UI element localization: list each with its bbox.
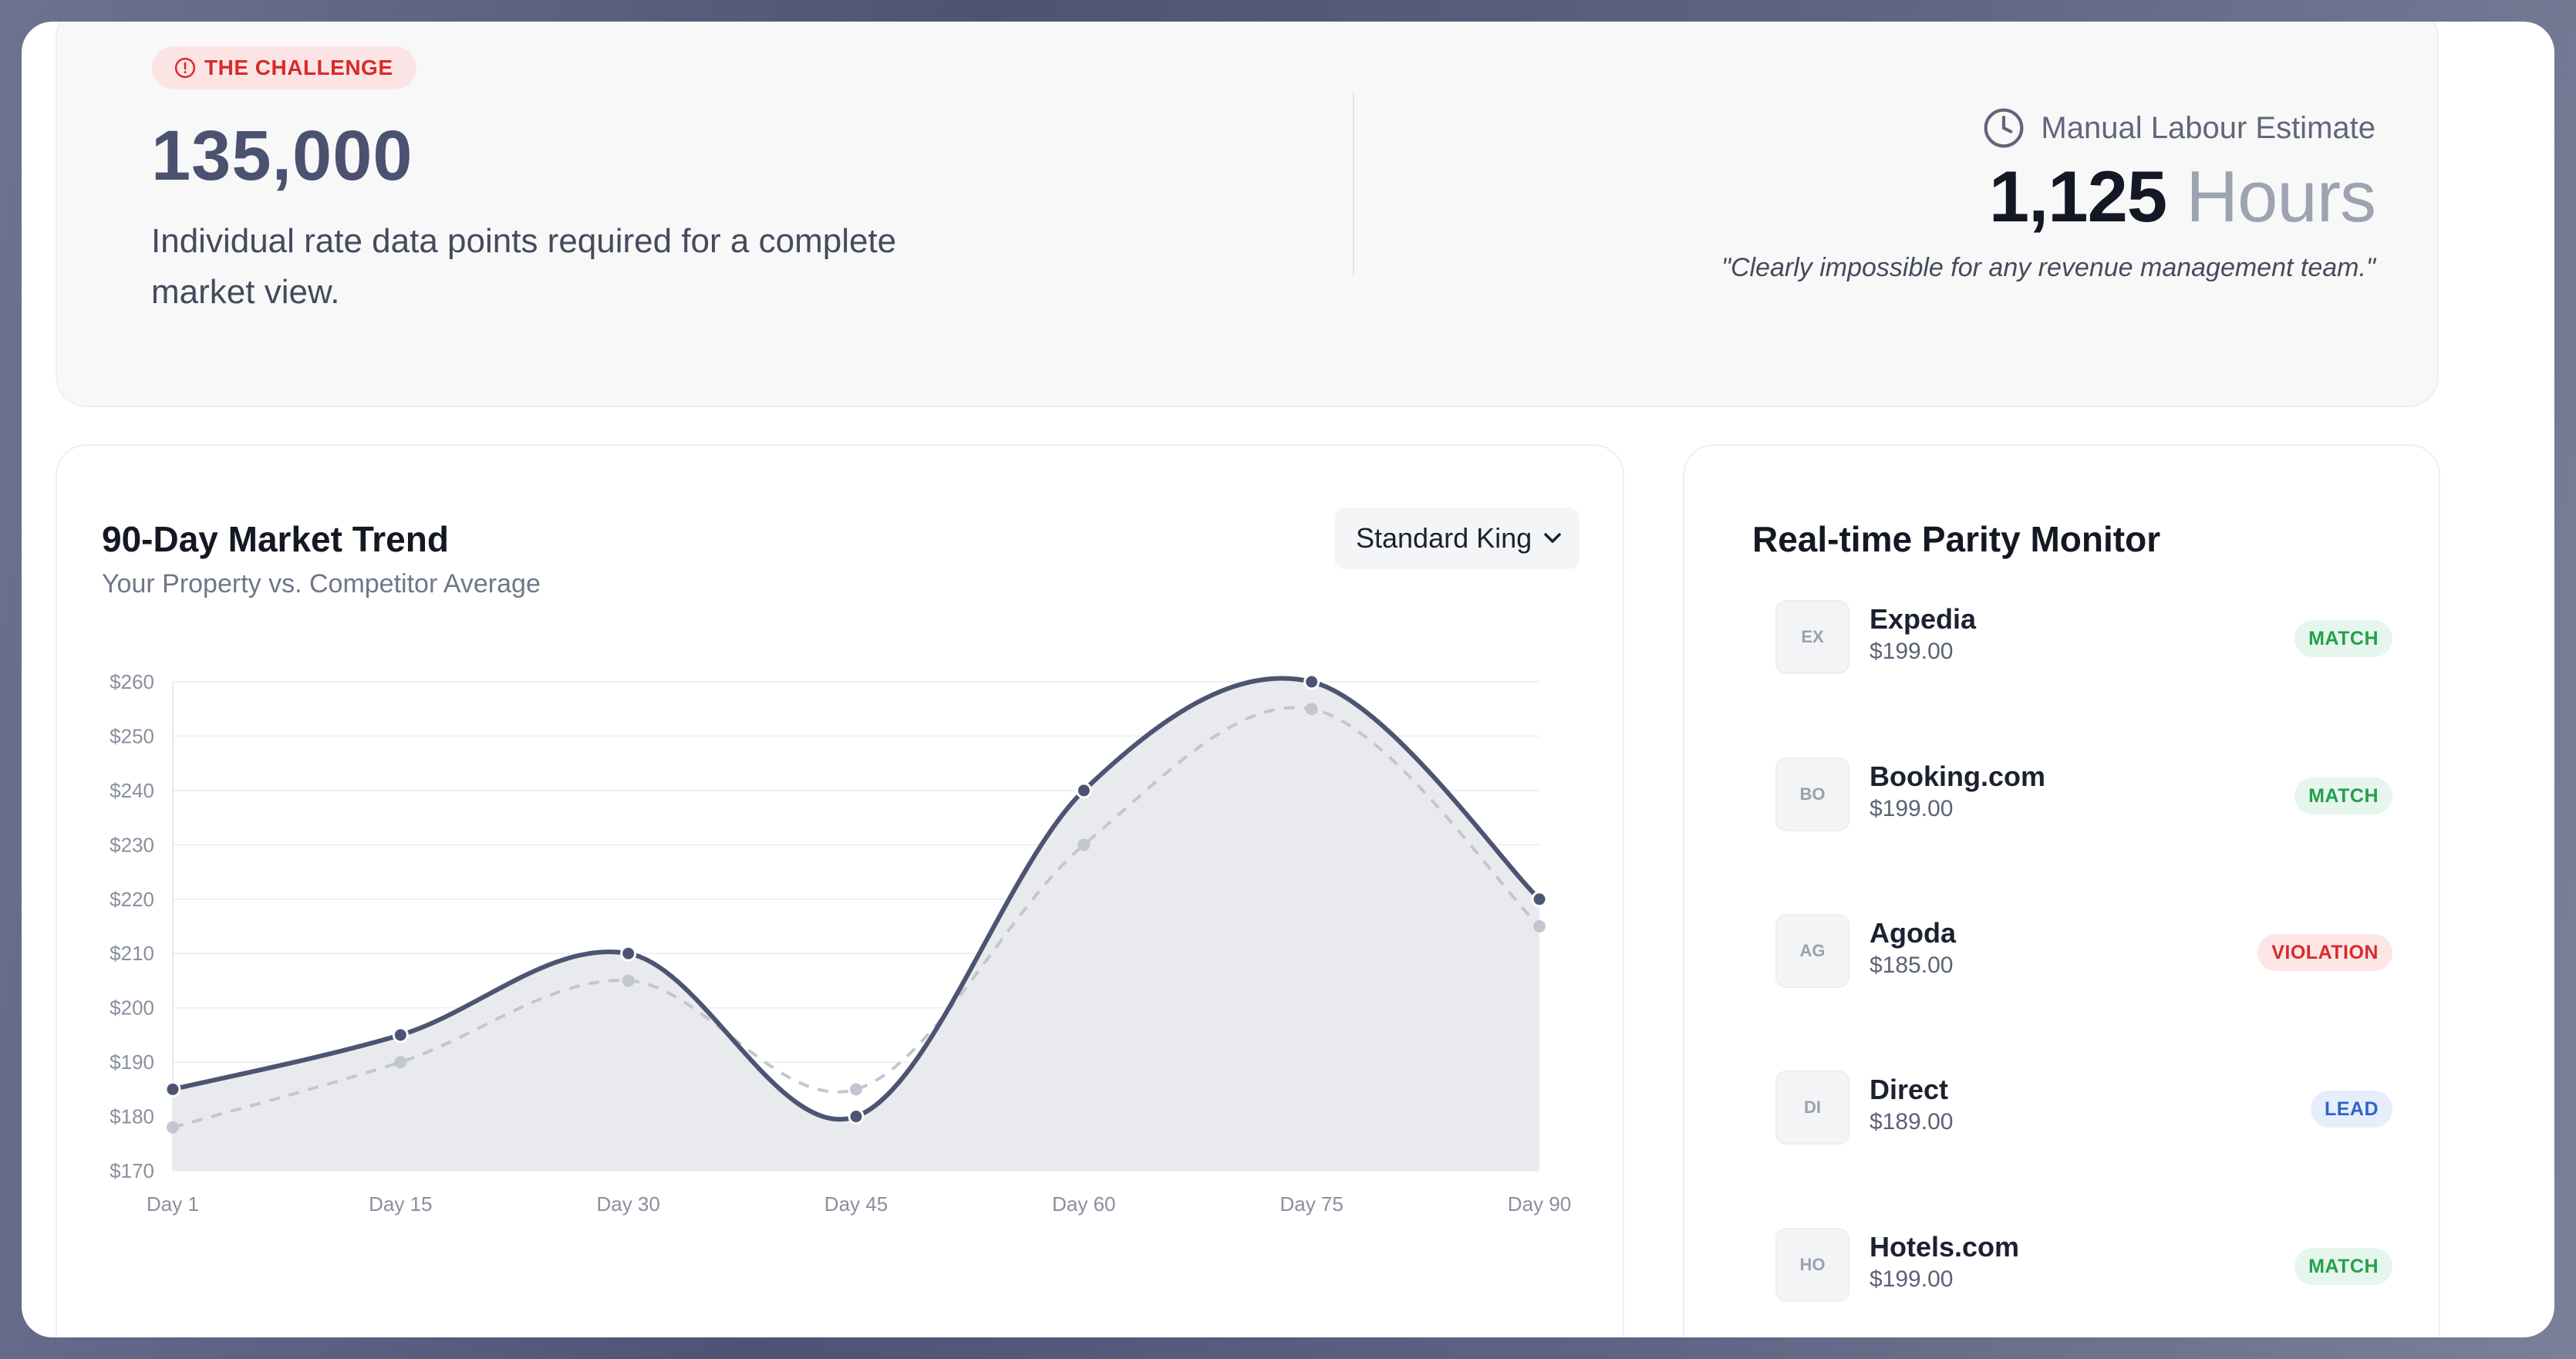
labour-quote: "Clearly impossible for any revenue mana… (1721, 253, 2375, 282)
data-points-description: Individual rate data points required for… (151, 222, 897, 311)
room-type-value: Standard King (1356, 522, 1532, 554)
y-tick-label: $180 (110, 1105, 154, 1128)
labour-hours: 1,125 Hours (1988, 154, 2376, 239)
channel-price: $199.00 (1870, 1266, 1954, 1292)
channel-name: Agoda (1870, 917, 1956, 949)
competitor-data-point (1077, 838, 1091, 851)
channel-name: Booking.com (1870, 760, 2046, 792)
competitor-data-point (1533, 920, 1546, 932)
channel-price: $199.00 (1870, 796, 1954, 821)
channel-avatar: HO (1775, 1228, 1849, 1302)
x-tick-label: Day 1 (147, 1192, 199, 1216)
y-tick-label: $230 (110, 833, 154, 856)
alert-circle-icon (174, 57, 196, 79)
data-points-count: 135,000 (151, 116, 413, 195)
property-data-point (392, 1027, 409, 1044)
x-tick-label: Day 60 (1052, 1192, 1115, 1216)
channel-avatar: DI (1775, 1071, 1849, 1145)
competitor-data-point (1305, 703, 1318, 716)
channel-name: Expedia (1870, 603, 1977, 635)
parity-row[interactable]: EX Expedia $199.00 MATCH (1775, 600, 2392, 677)
parity-row[interactable]: DI Direct $189.00 LEAD (1775, 1071, 2392, 1148)
chevron-down-icon (1544, 533, 1561, 543)
y-tick-label: $260 (110, 670, 154, 693)
parity-title: Real-time Parity Monitor (1752, 519, 2161, 559)
parity-row[interactable]: BO Booking.com $199.00 MATCH (1775, 757, 2392, 835)
hours-unit: Hours (2186, 156, 2376, 237)
property-data-point (620, 945, 637, 962)
parity-status-badge: MATCH (2294, 620, 2392, 657)
parity-status-badge: MATCH (2294, 1248, 2392, 1285)
labour-estimate-label: Manual Labour Estimate (1982, 106, 2375, 150)
y-tick-label: $240 (110, 779, 154, 802)
challenge-badge: THE CHALLENGE (152, 46, 416, 89)
parity-status-badge: LEAD (2310, 1091, 2392, 1128)
chart-subtitle: Your Property vs. Competitor Average (102, 569, 541, 599)
y-tick-label: $190 (110, 1050, 154, 1074)
competitor-data-point (167, 1121, 179, 1134)
property-data-point (1075, 782, 1092, 799)
trend-chart: $170 $180 $190 $200 $210 $220 $230 $240 $250 $260… (110, 670, 1571, 1216)
parity-row[interactable]: AG Agoda $185.00 VIOLATION (1775, 914, 2392, 991)
y-tick-label: $250 (110, 724, 154, 747)
vertical-divider (1353, 93, 1354, 276)
channel-name: Direct (1870, 1074, 1949, 1105)
y-tick-label: $210 (110, 942, 154, 965)
parity-monitor-card: Real-time Parity Monitor EX Expedia $199.0… (1683, 444, 2440, 1337)
parity-status-badge: MATCH (2294, 777, 2392, 814)
challenge-badge-label: THE CHALLENGE (204, 56, 393, 79)
channel-price: $199.00 (1870, 639, 1954, 664)
channel-avatar: EX (1775, 600, 1849, 674)
channel-name: Hotels.com (1870, 1231, 2020, 1263)
y-tick-label: $220 (110, 888, 154, 911)
channel-avatar: BO (1775, 757, 1849, 831)
competitor-data-point (394, 1056, 407, 1069)
y-tick-label: $200 (110, 996, 154, 1020)
chart-title: 90-Day Market Trend (102, 519, 449, 559)
channel-price: $185.00 (1870, 953, 1954, 978)
room-type-select[interactable]: Standard King (1334, 508, 1580, 569)
competitor-data-point (850, 1083, 862, 1096)
challenge-card: THE CHALLENGE 135,000 Individual rate da… (56, 22, 2439, 407)
parity-row[interactable]: HO Hotels.com $199.00 MATCH (1775, 1228, 2392, 1305)
parity-status-badge: VIOLATION (2257, 934, 2392, 971)
hours-value: 1,125 (1988, 156, 2167, 237)
property-data-point (1531, 891, 1548, 908)
series-area-fill (173, 678, 1539, 1171)
clock-icon (1984, 108, 2024, 148)
property-data-point (164, 1081, 181, 1098)
property-data-point (848, 1108, 865, 1125)
x-tick-label: Day 45 (824, 1192, 888, 1216)
market-trend-card: 90-Day Market Trend Your Property vs. Co… (56, 444, 1624, 1337)
channel-avatar: AG (1775, 914, 1849, 988)
dashboard-frame: THE CHALLENGE 135,000 Individual rate da… (22, 22, 2554, 1337)
y-tick-label: $170 (110, 1159, 154, 1182)
channel-price: $189.00 (1870, 1109, 1954, 1135)
x-tick-label: Day 15 (369, 1192, 432, 1216)
x-tick-label: Day 30 (596, 1192, 659, 1216)
competitor-data-point (622, 974, 635, 987)
labour-estimate-text: Manual Labour Estimate (2041, 110, 2375, 145)
x-tick-label: Day 75 (1280, 1192, 1343, 1216)
x-tick-label: Day 90 (1508, 1192, 1571, 1216)
property-data-point (1303, 673, 1320, 690)
